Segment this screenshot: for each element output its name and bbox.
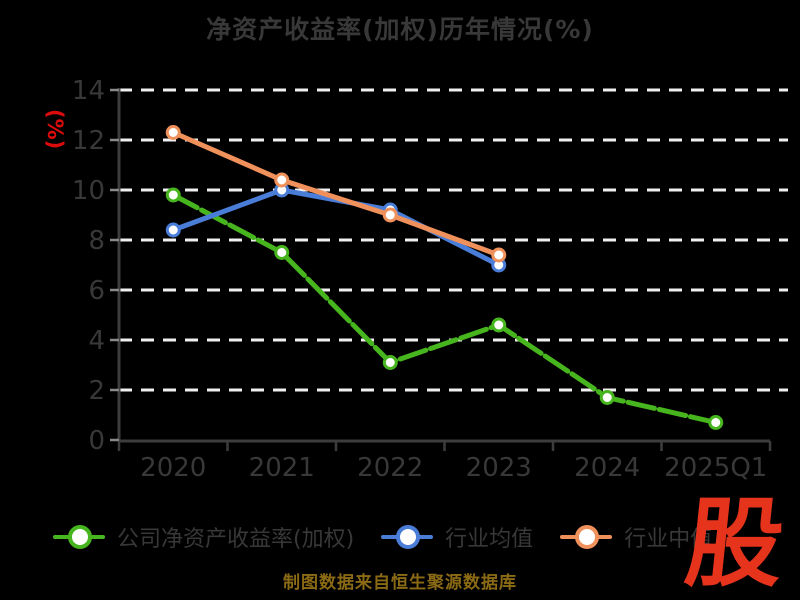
legend-item-industry-median: 行业中值 (560, 521, 712, 553)
svg-text:4: 4 (88, 326, 105, 356)
svg-text:2024: 2024 (574, 453, 640, 483)
green-line-marker-icon (53, 524, 105, 550)
svg-text:6: 6 (88, 276, 105, 306)
svg-text:8: 8 (88, 226, 105, 256)
orange-line-marker-icon (560, 524, 613, 550)
data-source-caption: 制图数据来自恒生聚源数据库 (283, 573, 517, 593)
legend-item-industry-mean: 行业均值 (381, 521, 533, 553)
blue-line-marker-icon (381, 524, 434, 550)
svg-text:10: 10 (72, 176, 105, 206)
chart-title: 净资产收益率(加权)历年情况(%) (206, 15, 594, 44)
stock-site-watermark-logo: 股 (680, 494, 790, 598)
svg-text:0: 0 (88, 426, 105, 456)
svg-text:12: 12 (72, 126, 105, 156)
svg-text:2: 2 (88, 376, 105, 406)
svg-text:2021: 2021 (249, 453, 315, 483)
legend-label-industry-mean: 行业均值 (445, 527, 534, 552)
svg-text:2025Q1: 2025Q1 (664, 453, 767, 483)
legend-label-industry-median: 行业中值 (624, 527, 713, 552)
svg-text:14: 14 (72, 76, 105, 106)
svg-text:2020: 2020 (140, 453, 206, 483)
svg-text:2023: 2023 (466, 453, 532, 483)
legend-item-company-roe: 公司净资产收益率(加权) (53, 521, 354, 553)
chart-legend: 公司净资产收益率(加权) 行业均值 行业中值 (53, 522, 712, 552)
svg-text:2022: 2022 (357, 453, 423, 483)
legend-label-company-roe: 公司净资产收益率(加权) (117, 527, 355, 552)
